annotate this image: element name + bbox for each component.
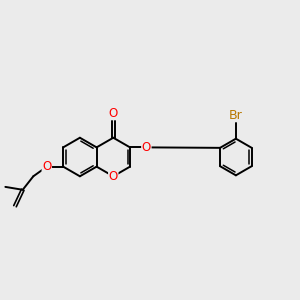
- Text: O: O: [109, 170, 118, 183]
- Text: O: O: [109, 107, 118, 120]
- Text: O: O: [42, 160, 51, 173]
- Text: Br: Br: [229, 109, 243, 122]
- Text: O: O: [142, 141, 151, 154]
